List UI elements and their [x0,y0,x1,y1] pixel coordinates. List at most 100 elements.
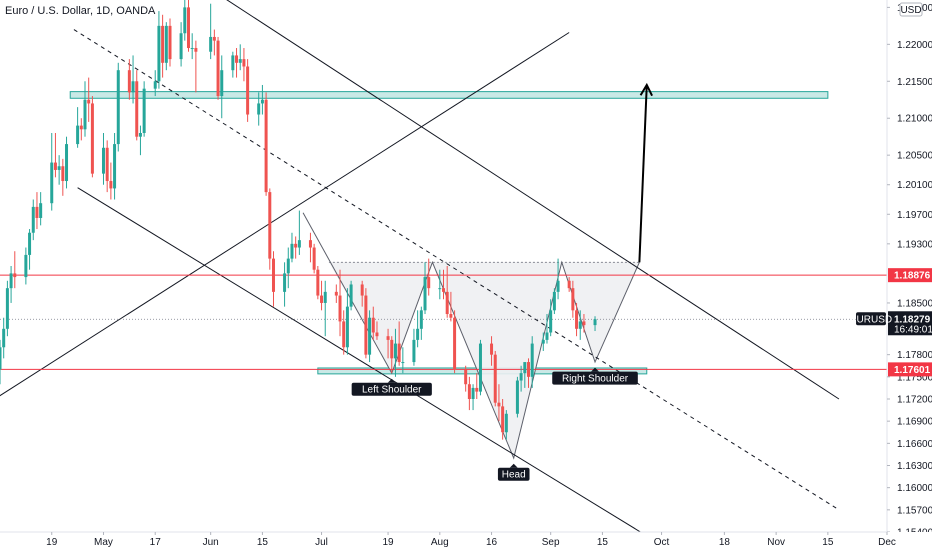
candle[interactable] [478,339,482,396]
candle[interactable] [135,70,139,141]
candle[interactable] [116,62,120,152]
candles-layer[interactable] [0,0,597,440]
candle[interactable] [334,284,338,303]
candle[interactable] [427,258,431,296]
candle[interactable] [209,3,213,60]
candle[interactable] [527,358,531,388]
candle[interactable] [575,302,579,337]
candle[interactable] [393,328,397,377]
candle[interactable] [453,310,457,374]
candle[interactable] [157,11,161,89]
candle[interactable] [571,280,575,318]
candle[interactable] [501,399,505,440]
candle[interactable] [371,306,375,340]
candle[interactable] [530,336,534,388]
candle[interactable] [423,262,427,315]
candle[interactable] [345,288,349,355]
candle[interactable] [316,266,320,300]
candle[interactable] [308,232,312,263]
candle[interactable] [294,236,298,259]
candle[interactable] [87,77,91,122]
candle[interactable] [338,269,342,337]
candle[interactable] [127,59,131,100]
candle[interactable] [186,0,190,52]
candle[interactable] [168,18,172,67]
candle[interactable] [545,314,549,344]
candle[interactable] [216,36,220,100]
candle[interactable] [50,133,54,211]
candle[interactable] [113,133,117,200]
candle[interactable] [556,258,560,300]
candle[interactable] [390,336,394,374]
candle[interactable] [39,192,43,226]
candle[interactable] [445,266,449,318]
candle[interactable] [153,70,157,97]
candle[interactable] [35,192,39,230]
candle[interactable] [541,332,545,351]
candle[interactable] [449,291,453,322]
candle[interactable] [76,107,80,148]
candle[interactable] [297,210,301,255]
candle[interactable] [142,81,146,137]
candle[interactable] [183,0,187,41]
candle[interactable] [13,251,17,289]
candle[interactable] [593,316,597,332]
candle[interactable] [582,314,586,333]
candle[interactable] [24,247,28,285]
candle[interactable] [238,44,242,71]
candle[interactable] [323,280,327,337]
candle[interactable] [368,310,372,363]
candle[interactable] [523,362,527,388]
candle[interactable] [65,136,69,189]
candle[interactable] [464,365,468,392]
candle[interactable] [0,339,2,385]
candle[interactable] [271,251,275,307]
candle[interactable] [268,188,272,270]
candle[interactable] [490,336,494,366]
candle[interactable] [416,310,420,348]
candle[interactable] [515,376,519,418]
candle[interactable] [497,384,501,422]
candle[interactable] [504,410,508,440]
candle[interactable] [5,280,9,337]
candle[interactable] [212,29,216,56]
candle[interactable] [2,317,6,359]
candle[interactable] [90,96,94,178]
candle[interactable] [419,306,423,340]
candle[interactable] [260,84,264,115]
candle[interactable] [349,280,353,311]
candle[interactable] [286,247,290,289]
candle[interactable] [312,243,316,274]
candle[interactable] [264,92,268,196]
candle[interactable] [101,133,105,185]
candle[interactable] [283,262,287,307]
candle[interactable] [53,133,57,178]
candle[interactable] [164,22,168,71]
candle[interactable] [375,321,379,340]
candle[interactable] [83,81,87,137]
candle[interactable] [438,269,442,300]
candle[interactable] [549,299,553,337]
candle[interactable] [467,376,471,411]
candle[interactable] [79,118,83,141]
candle[interactable] [131,55,135,104]
candle[interactable] [567,277,571,292]
candle[interactable] [242,48,246,82]
candle[interactable] [364,288,368,359]
candle[interactable] [578,310,582,340]
candle[interactable] [9,266,13,303]
currency-badge[interactable]: USD [899,2,923,17]
candle[interactable] [471,384,475,411]
candle[interactable] [28,229,32,270]
candle[interactable] [61,158,65,196]
candle[interactable] [493,350,497,407]
candle[interactable] [442,269,445,300]
candle[interactable] [220,55,224,119]
candle[interactable] [109,162,113,200]
candle[interactable] [360,280,364,307]
candle[interactable] [57,155,61,185]
candle[interactable] [342,310,346,355]
candle[interactable] [386,328,390,359]
candle[interactable] [231,51,235,78]
